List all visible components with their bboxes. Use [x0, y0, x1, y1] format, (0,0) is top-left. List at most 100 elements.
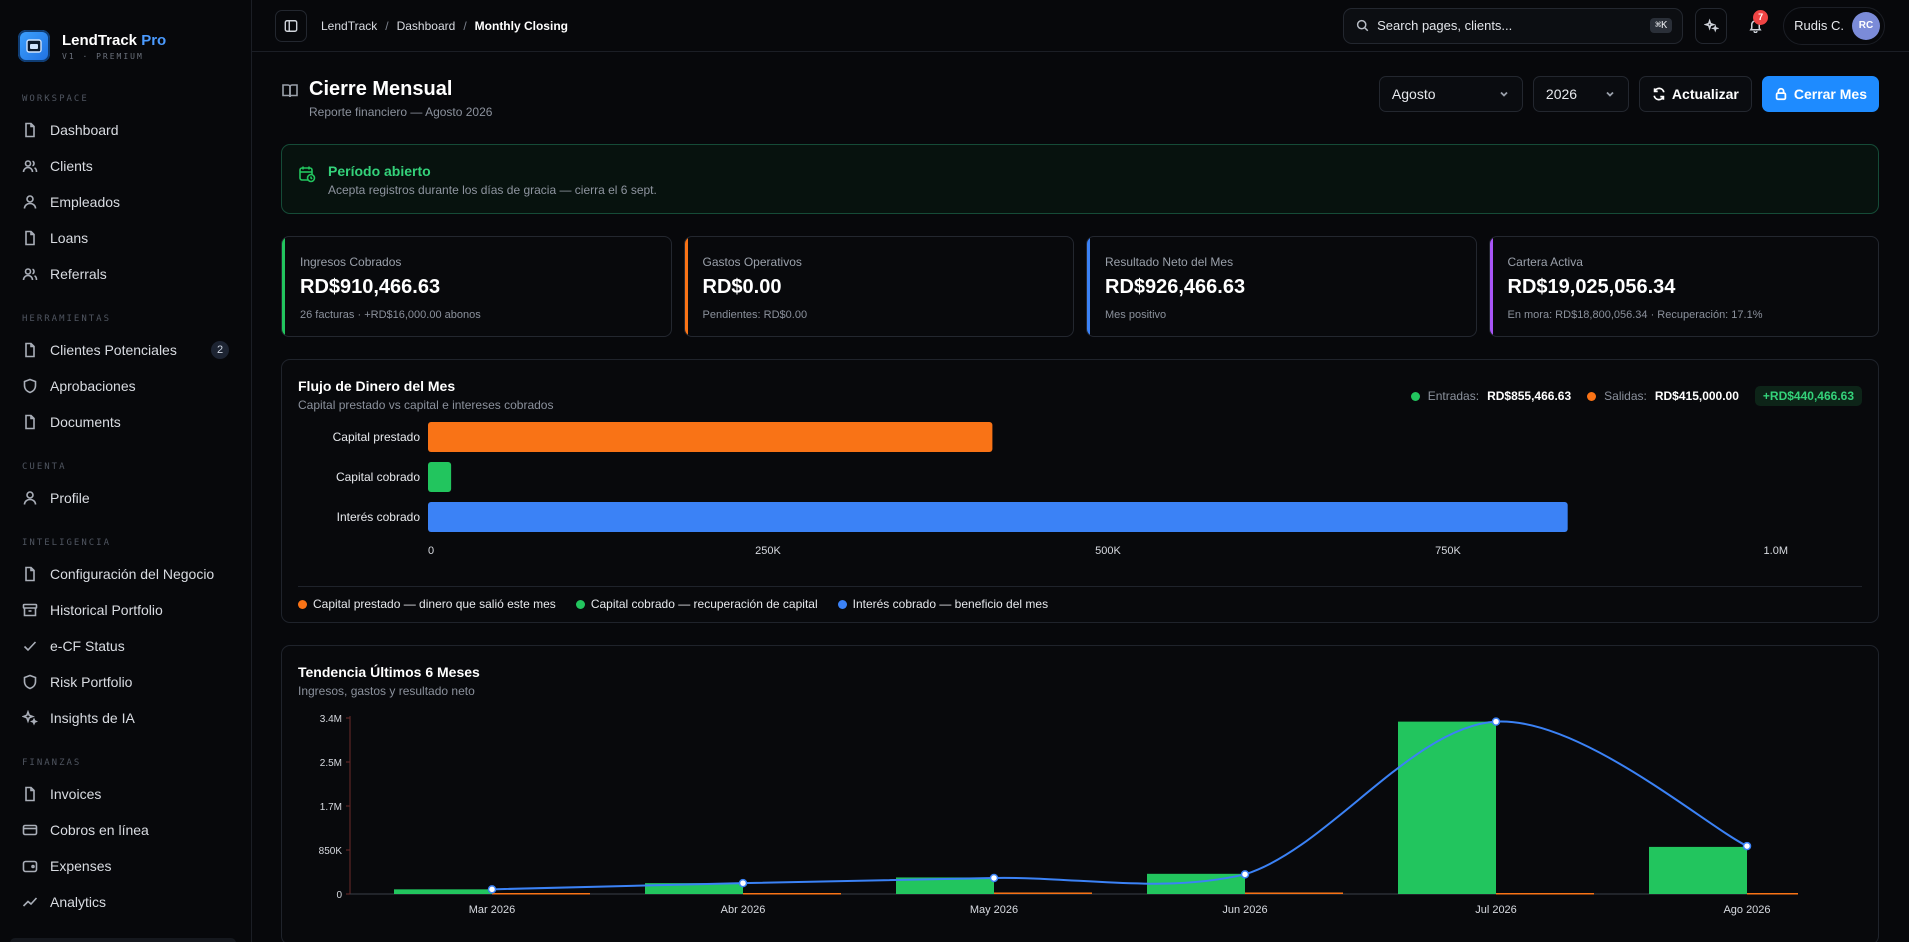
sidebar-item-label: Configuración del Negocio [50, 566, 215, 582]
breadcrumb-dashboard[interactable]: Dashboard [396, 18, 456, 33]
sidebar-item-label: Documents [50, 414, 121, 430]
sidebar-item-referrals[interactable]: Referrals [0, 256, 251, 292]
point-resultado[interactable] [487, 885, 497, 894]
sidebar-toggle-button[interactable] [275, 9, 307, 42]
sidebar-item-documents[interactable]: Documents [0, 404, 251, 440]
brand-subtitle: V1 · PREMIUM [62, 51, 144, 61]
bar-gastos[interactable] [994, 892, 1092, 894]
sidebar-item-label: Aprobaciones [50, 378, 136, 394]
period-open-alert: Período abierto Acepta registros durante… [281, 144, 1879, 214]
sidebar-item-expenses[interactable]: Expenses [0, 848, 251, 884]
nav-section-title: CUENTA [22, 462, 67, 472]
brand[interactable]: LendTrack Pro V1 · PREMIUM [0, 0, 251, 72]
flow-title: Flujo de Dinero del Mes [298, 378, 456, 394]
nav-section-title: INTELIGENCIA [22, 538, 112, 548]
sidebar-item-label: Risk Portfolio [50, 674, 133, 690]
kpi-card: Gastos Operativos RD$0.00 Pendientes: RD… [683, 236, 1074, 337]
sidebar-item-aprobaciones[interactable]: Aprobaciones [0, 368, 251, 404]
bar-ingresos[interactable] [1649, 846, 1747, 894]
point-resultado[interactable] [1742, 841, 1752, 851]
sidebar-item-empleados[interactable]: Empleados [0, 184, 251, 220]
sidebar-item-risk-portfolio[interactable]: Risk Portfolio [0, 664, 251, 700]
legend-label: Interés cobrado — beneficio del mes [852, 597, 1049, 611]
sidebar-item-loans[interactable]: Loans [0, 220, 251, 256]
sidebar-item-label: Referrals [50, 266, 107, 282]
x-tick-label: 250K [755, 545, 781, 557]
x-tick-label: Ago 2026 [1723, 904, 1770, 916]
lock-icon [1775, 87, 1787, 101]
user-menu[interactable]: Rudis C. RC [1783, 6, 1885, 45]
main: LendTrack / Dashboard / Monthly Closing … [252, 0, 1909, 942]
outflow-dot [1587, 391, 1597, 401]
nav-section-title: HERRAMIENTAS [22, 314, 112, 324]
month-select-value: Agosto [1391, 86, 1436, 102]
sidebar-item-dashboard[interactable]: Dashboard [0, 112, 251, 148]
sidebar-item-label: Clients [50, 158, 93, 174]
year-select[interactable]: 2026 [1532, 76, 1629, 112]
breadcrumb-lendtrack[interactable]: LendTrack [321, 18, 378, 33]
sidebar-item-label: Expenses [50, 858, 112, 874]
bar-gastos[interactable] [1496, 893, 1594, 895]
sidebar-item-label: Cobros en línea [50, 822, 149, 838]
sidebar-item-profile[interactable]: Profile [0, 480, 251, 516]
legend-item: Capital prestado — dinero que salió este… [298, 597, 556, 611]
search-icon [1357, 19, 1369, 32]
bar-ingresos[interactable] [1398, 721, 1496, 894]
legend-dot [575, 599, 585, 609]
x-tick-label: 1.0M [1764, 545, 1788, 557]
kpi-label: Gastos Operativos [702, 255, 802, 269]
month-select[interactable]: Agosto [1378, 76, 1523, 112]
sidebar-item-cobros-en-l-nea[interactable]: Cobros en línea [0, 812, 251, 848]
bar-capital-cobrado[interactable] [428, 462, 452, 492]
notifications-button[interactable]: 7 [1739, 8, 1771, 44]
search-input[interactable]: Search pages, clients... ⌘K [1343, 7, 1684, 44]
sidebar-item-insights-de-ia[interactable]: Insights de IA [0, 700, 251, 736]
x-tick-label: 500K [1095, 545, 1121, 557]
point-resultado[interactable] [738, 878, 748, 888]
point-resultado[interactable] [989, 873, 999, 883]
legend-dot [837, 599, 847, 609]
breadcrumb-separator: / [463, 18, 467, 33]
refresh-label: Actualizar [1671, 86, 1739, 102]
bar-gastos[interactable] [1747, 893, 1798, 895]
bar-gastos[interactable] [743, 893, 841, 895]
point-resultado[interactable] [1491, 717, 1501, 726]
bar-ingresos[interactable] [394, 889, 492, 894]
net-flow-badge: +RD$440,466.63 [1754, 386, 1862, 406]
count-badge: 2 [211, 341, 229, 359]
sidebar-item-clients[interactable]: Clients [0, 148, 251, 184]
ai-assistant-button[interactable] [1695, 7, 1728, 44]
close-month-label: Cerrar Mes [1793, 86, 1867, 102]
kpi-label: Cartera Activa [1507, 255, 1583, 269]
sidebar-item-configuraci-n-del-negocio[interactable]: Configuración del Negocio [0, 556, 251, 592]
sidebar-item-e-cf-status[interactable]: e-CF Status [0, 628, 251, 664]
sparkles-icon [1703, 18, 1719, 33]
brand-name: LendTrack Pro [62, 31, 167, 49]
point-resultado[interactable] [1240, 870, 1250, 879]
bar-gastos[interactable] [492, 893, 590, 895]
brand-logo-icon [18, 30, 50, 62]
shield-icon [23, 674, 37, 690]
bar-gastos[interactable] [1245, 892, 1343, 894]
nav-section-title: FINANZAS [22, 758, 82, 768]
chevron-down-icon [1500, 91, 1508, 97]
bar-ingresos[interactable] [645, 883, 743, 894]
sidebar-item-analytics[interactable]: Analytics [0, 884, 251, 920]
sidebar-item-label: Historical Portfolio [50, 602, 163, 618]
users-icon [22, 268, 38, 281]
sidebar-item-historical-portfolio[interactable]: Historical Portfolio [0, 592, 251, 628]
kpi-card: Resultado Neto del Mes RD$926,466.63 Mes… [1086, 236, 1477, 337]
sidebar-item-invoices[interactable]: Invoices [0, 776, 251, 812]
bar-ingresos[interactable] [896, 877, 994, 894]
trend-card: Tendencia Últimos 6 Meses Ingresos, gast… [281, 645, 1879, 942]
year-select-value: 2026 [1545, 86, 1578, 102]
bar-interés-cobrado[interactable] [428, 502, 1568, 532]
refresh-button[interactable]: Actualizar [1638, 76, 1752, 112]
trend-title: Tendencia Últimos 6 Meses [298, 664, 480, 680]
kpi-subtext: Mes positivo [1105, 309, 1167, 321]
kpi-value: RD$0.00 [702, 276, 782, 298]
sidebar-item-clientes-potenciales[interactable]: Clientes Potenciales 2 [0, 332, 251, 368]
outflow-value: RD$415,000.00 [1654, 389, 1739, 403]
close-month-button[interactable]: Cerrar Mes [1761, 76, 1879, 112]
bar-capital-prestado[interactable] [428, 422, 993, 452]
